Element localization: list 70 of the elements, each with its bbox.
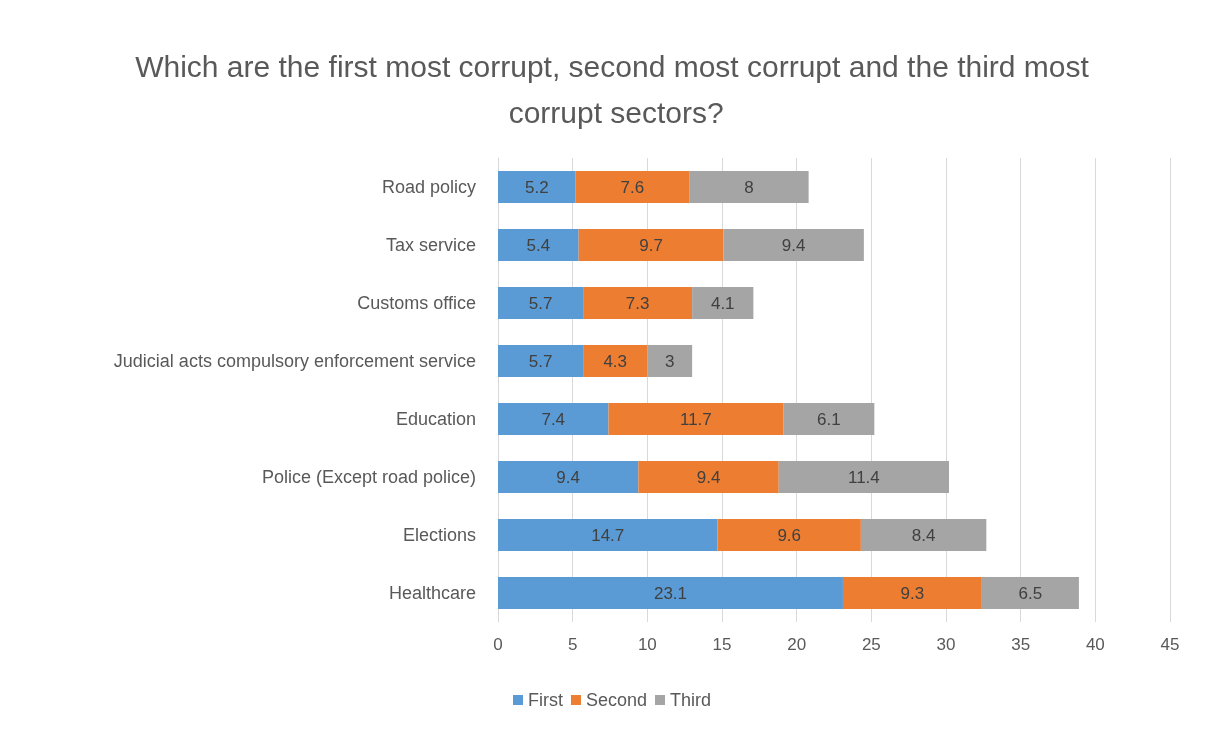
bar xyxy=(689,171,809,203)
x-tick-label: 25 xyxy=(861,635,881,654)
data-label: 9.6 xyxy=(777,525,802,545)
x-tick-label: 45 xyxy=(1160,635,1180,654)
bar xyxy=(583,287,693,319)
legend-label: Third xyxy=(670,690,712,710)
data-label: 8 xyxy=(744,177,754,197)
data-label: 11.4 xyxy=(847,467,880,487)
bar xyxy=(638,461,779,493)
data-label: 5.7 xyxy=(528,293,553,313)
y-tick-label: Judicial acts compulsory enforcement service xyxy=(113,351,476,371)
y-tick-label: Police (Except road police) xyxy=(261,467,476,487)
bar xyxy=(498,171,576,203)
bar xyxy=(498,229,579,261)
data-label: 7.6 xyxy=(620,177,645,197)
bar xyxy=(647,345,693,377)
bar xyxy=(608,403,784,435)
data-label: 5.2 xyxy=(525,177,549,197)
bar xyxy=(778,461,949,493)
bar xyxy=(498,345,584,377)
y-tick-label: Tax service xyxy=(385,235,476,255)
y-tick-label: Customs office xyxy=(357,293,476,313)
data-label: 6.1 xyxy=(816,409,841,429)
data-label: 7.4 xyxy=(541,409,566,429)
bar xyxy=(498,519,718,551)
y-tick-label: Healthcare xyxy=(388,583,476,603)
bar xyxy=(498,403,609,435)
x-tick-label: 0 xyxy=(493,635,503,654)
x-tick-label: 40 xyxy=(1085,635,1105,654)
data-label: 23.1 xyxy=(653,583,688,603)
bar xyxy=(692,287,754,319)
bar xyxy=(498,461,639,493)
chart-title: Which are the first most corrupt, second most corrupt and the third most corrupt sectors? xyxy=(135,49,1090,129)
data-label: 8.4 xyxy=(911,525,936,545)
x-tick-label: 15 xyxy=(712,635,732,654)
bar xyxy=(783,403,875,435)
data-label: 5.7 xyxy=(528,351,553,371)
bar xyxy=(583,345,648,377)
bar xyxy=(717,519,861,551)
legend-label: Second xyxy=(585,690,648,710)
bar xyxy=(575,171,690,203)
data-label: 7.3 xyxy=(625,293,650,313)
x-tick-label: 20 xyxy=(787,635,807,654)
bar xyxy=(723,229,864,261)
y-tick-label: Road policy xyxy=(381,177,476,197)
bar xyxy=(498,287,584,319)
legend-label: First xyxy=(527,690,563,710)
data-label: 14.7 xyxy=(591,525,625,545)
data-label: 9.4 xyxy=(781,235,806,255)
data-label: 9.3 xyxy=(900,583,925,603)
data-label: 3 xyxy=(665,351,675,371)
x-tick-label: 10 xyxy=(637,635,657,654)
bar xyxy=(860,519,987,551)
data-label: 11.7 xyxy=(679,409,712,429)
y-tick-label: Education xyxy=(395,409,476,429)
bar xyxy=(981,577,1079,609)
bar xyxy=(498,577,843,609)
data-label: 4.3 xyxy=(603,351,628,371)
bar xyxy=(578,229,724,261)
data-label: 9.4 xyxy=(696,467,721,487)
y-tick-label: Elections xyxy=(402,525,476,545)
bar xyxy=(842,577,982,609)
data-label: 6.5 xyxy=(1018,583,1043,603)
x-tick-label: 30 xyxy=(936,635,956,654)
data-label: 4.1 xyxy=(710,293,735,313)
data-label: 9.4 xyxy=(556,467,581,487)
data-label: 9.7 xyxy=(639,235,663,255)
x-tick-label: 5 xyxy=(567,635,578,654)
x-tick-label: 35 xyxy=(1011,635,1031,654)
data-label: 5.4 xyxy=(526,235,551,255)
